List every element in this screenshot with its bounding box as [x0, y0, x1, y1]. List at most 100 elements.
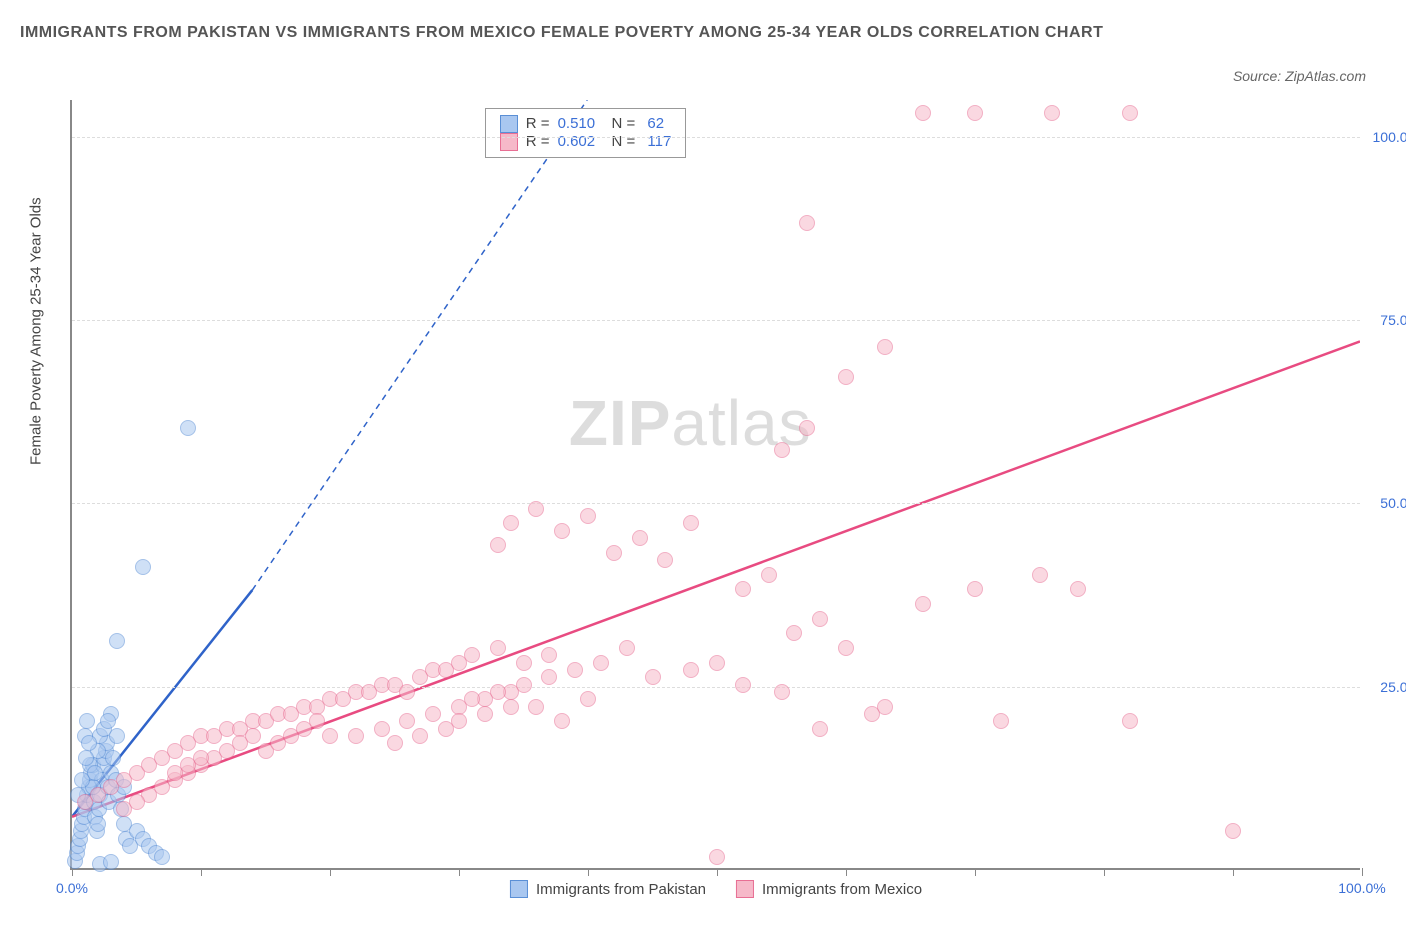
data-point — [1044, 105, 1060, 121]
data-point — [322, 728, 338, 744]
data-point — [580, 508, 596, 524]
data-point — [645, 669, 661, 685]
x-tick — [72, 868, 73, 876]
data-point — [490, 640, 506, 656]
data-point — [606, 545, 622, 561]
data-point — [348, 728, 364, 744]
data-point — [593, 655, 609, 671]
gridline — [72, 687, 1360, 688]
gridline — [72, 137, 1360, 138]
swatch-icon — [500, 115, 518, 133]
data-point — [412, 728, 428, 744]
data-point — [503, 699, 519, 715]
x-tick — [1233, 868, 1234, 876]
data-point — [516, 677, 532, 693]
data-point — [387, 735, 403, 751]
data-point — [915, 596, 931, 612]
legend-stats-row: R = 0.510 N = 62 — [500, 115, 672, 133]
data-point — [309, 713, 325, 729]
data-point — [399, 684, 415, 700]
data-point — [799, 215, 815, 231]
x-tick — [846, 868, 847, 876]
data-point — [109, 633, 125, 649]
data-point — [490, 537, 506, 553]
data-point — [1032, 567, 1048, 583]
data-point — [580, 691, 596, 707]
data-point — [79, 713, 95, 729]
data-point — [967, 105, 983, 121]
x-tick — [717, 868, 718, 876]
data-point — [735, 677, 751, 693]
data-point — [683, 662, 699, 678]
data-point — [812, 611, 828, 627]
data-point — [74, 772, 90, 788]
data-point — [541, 647, 557, 663]
swatch-icon — [500, 133, 518, 151]
x-tick-label: 100.0% — [1338, 880, 1385, 896]
data-point — [786, 625, 802, 641]
gridline — [72, 503, 1360, 504]
data-point — [100, 713, 116, 729]
data-point — [812, 721, 828, 737]
data-point — [374, 721, 390, 737]
y-tick-label: 50.0% — [1380, 495, 1406, 511]
series-legend: Immigrants from Pakistan Immigrants from… — [510, 880, 922, 898]
data-point — [180, 420, 196, 436]
data-point — [709, 655, 725, 671]
data-point — [1122, 713, 1138, 729]
data-point — [528, 699, 544, 715]
data-point — [109, 728, 125, 744]
data-point — [657, 552, 673, 568]
data-point — [632, 530, 648, 546]
data-point — [105, 750, 121, 766]
x-tick — [330, 868, 331, 876]
data-point — [81, 735, 97, 751]
data-point — [761, 567, 777, 583]
data-point — [78, 750, 94, 766]
x-tick-label: 0.0% — [56, 880, 88, 896]
data-point — [90, 816, 106, 832]
chart-title: IMMIGRANTS FROM PAKISTAN VS IMMIGRANTS F… — [20, 20, 1120, 46]
data-point — [554, 713, 570, 729]
x-tick — [459, 868, 460, 876]
x-tick — [1362, 868, 1363, 876]
data-point — [915, 105, 931, 121]
data-point — [567, 662, 583, 678]
data-point — [135, 559, 151, 575]
x-tick — [201, 868, 202, 876]
data-point — [490, 684, 506, 700]
data-point — [1225, 823, 1241, 839]
data-point — [425, 706, 441, 722]
y-axis-label: Female Poverty Among 25-34 Year Olds — [28, 197, 45, 465]
plot-area: ZIPatlas R = 0.510 N = 62 R = 0.602 N = … — [70, 100, 1360, 870]
data-point — [399, 713, 415, 729]
data-point — [438, 721, 454, 737]
data-point — [774, 684, 790, 700]
x-tick — [975, 868, 976, 876]
gridline — [72, 320, 1360, 321]
data-point — [967, 581, 983, 597]
data-point — [877, 339, 893, 355]
data-point — [554, 523, 570, 539]
data-point — [993, 713, 1009, 729]
legend-item-pakistan: Immigrants from Pakistan — [510, 880, 706, 898]
y-tick-label: 100.0% — [1373, 129, 1406, 145]
data-point — [464, 647, 480, 663]
legend-item-mexico: Immigrants from Mexico — [736, 880, 922, 898]
data-point — [838, 640, 854, 656]
data-point — [683, 515, 699, 531]
data-point — [1122, 105, 1138, 121]
source-attribution: Source: ZipAtlas.com — [1233, 68, 1366, 84]
data-point — [103, 854, 119, 870]
swatch-icon — [510, 880, 528, 898]
data-point — [245, 728, 261, 744]
data-point — [193, 750, 209, 766]
data-point — [154, 779, 170, 795]
x-tick — [588, 868, 589, 876]
data-point — [516, 655, 532, 671]
stats-legend: R = 0.510 N = 62 R = 0.602 N = 117 — [485, 108, 687, 158]
data-point — [864, 706, 880, 722]
y-tick-label: 25.0% — [1380, 679, 1406, 695]
legend-label: Immigrants from Pakistan — [536, 881, 706, 898]
data-point — [838, 369, 854, 385]
